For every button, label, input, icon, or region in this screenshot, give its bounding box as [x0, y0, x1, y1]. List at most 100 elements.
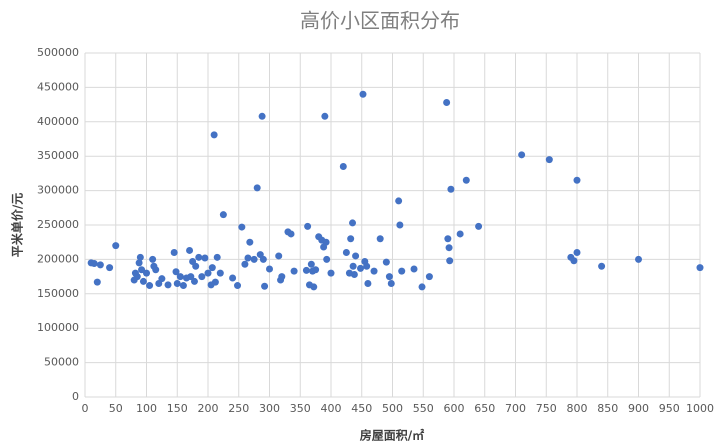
x-tick-label: 200: [198, 402, 219, 415]
point: [322, 238, 330, 246]
point: [410, 265, 418, 273]
point: [90, 260, 98, 268]
point: [350, 271, 358, 279]
point: [143, 269, 150, 277]
point: [398, 267, 406, 275]
y-tick-label: 200000: [37, 252, 79, 265]
point: [290, 267, 298, 275]
point: [186, 246, 194, 254]
point: [253, 184, 261, 192]
point: [106, 264, 114, 272]
point: [261, 282, 269, 290]
point: [170, 249, 178, 257]
point: [187, 273, 195, 281]
point: [173, 279, 181, 287]
point: [172, 268, 180, 276]
x-tick-label: 650: [474, 402, 495, 415]
point: [302, 266, 310, 274]
x-tick-label: 750: [536, 402, 557, 415]
point: [570, 257, 578, 265]
y-tick-label: 0: [72, 390, 79, 403]
point: [349, 219, 357, 227]
point: [135, 259, 143, 267]
x-tick-label: 250: [228, 402, 249, 415]
y-tick-label: 400000: [37, 115, 79, 128]
point: [179, 282, 187, 290]
point: [382, 258, 390, 266]
x-tick-label: 700: [505, 402, 526, 415]
point: [192, 262, 200, 270]
y-tick-label: 150000: [37, 287, 79, 300]
x-tick-label: 800: [567, 402, 588, 415]
point: [425, 273, 433, 281]
point: [238, 223, 246, 231]
x-tick-label: 950: [659, 402, 680, 415]
point: [210, 131, 218, 139]
point: [573, 249, 581, 257]
point: [462, 176, 470, 184]
y-tick-label: 100000: [37, 321, 79, 334]
point: [310, 283, 318, 291]
point: [208, 264, 216, 272]
point: [266, 265, 273, 273]
y-tick-label: 500000: [37, 46, 79, 59]
point: [304, 222, 312, 230]
point: [443, 99, 451, 107]
point: [250, 255, 258, 263]
point: [96, 261, 104, 269]
x-tick-label: 350: [290, 402, 311, 415]
point: [152, 266, 160, 274]
point: [573, 176, 581, 184]
y-tick-label: 450000: [37, 80, 79, 93]
x-tick-label: 450: [351, 402, 372, 415]
point: [158, 275, 166, 283]
point: [312, 266, 320, 274]
x-axis-title: 房屋面积/㎡: [360, 428, 424, 443]
point: [278, 273, 286, 281]
point: [211, 278, 219, 286]
point: [385, 273, 393, 281]
point: [518, 151, 526, 159]
point: [696, 264, 704, 272]
point: [387, 279, 395, 287]
point: [219, 211, 227, 219]
point: [359, 90, 367, 98]
point: [342, 249, 350, 257]
point: [376, 235, 384, 243]
point: [446, 257, 454, 265]
x-tick-label: 50: [109, 402, 123, 415]
point: [216, 269, 224, 277]
x-tick-label: 600: [444, 402, 465, 415]
point: [339, 163, 347, 171]
y-axis-title: 平米单价/元: [10, 193, 25, 257]
point: [323, 255, 331, 263]
point: [395, 197, 403, 205]
point: [418, 283, 426, 291]
x-tick-label: 1000: [686, 402, 714, 415]
x-tick-label: 550: [413, 402, 434, 415]
point: [447, 185, 455, 193]
x-tick-label: 400: [321, 402, 342, 415]
point: [370, 267, 378, 275]
y-tick-label: 50000: [44, 356, 79, 369]
y-tick-label: 250000: [37, 218, 79, 231]
point: [445, 244, 453, 252]
x-tick-label: 850: [597, 402, 618, 415]
point: [352, 252, 360, 260]
point: [176, 273, 184, 281]
point: [307, 260, 315, 268]
point: [146, 282, 154, 290]
point: [201, 254, 209, 262]
point: [241, 260, 249, 268]
point: [475, 222, 483, 230]
point: [138, 266, 146, 274]
point: [190, 277, 198, 285]
point: [363, 262, 371, 270]
point: [287, 230, 295, 238]
point: [149, 255, 157, 263]
point: [275, 252, 283, 260]
point: [444, 235, 452, 243]
x-tick-label: 900: [628, 402, 649, 415]
x-tick-label: 500: [382, 402, 403, 415]
